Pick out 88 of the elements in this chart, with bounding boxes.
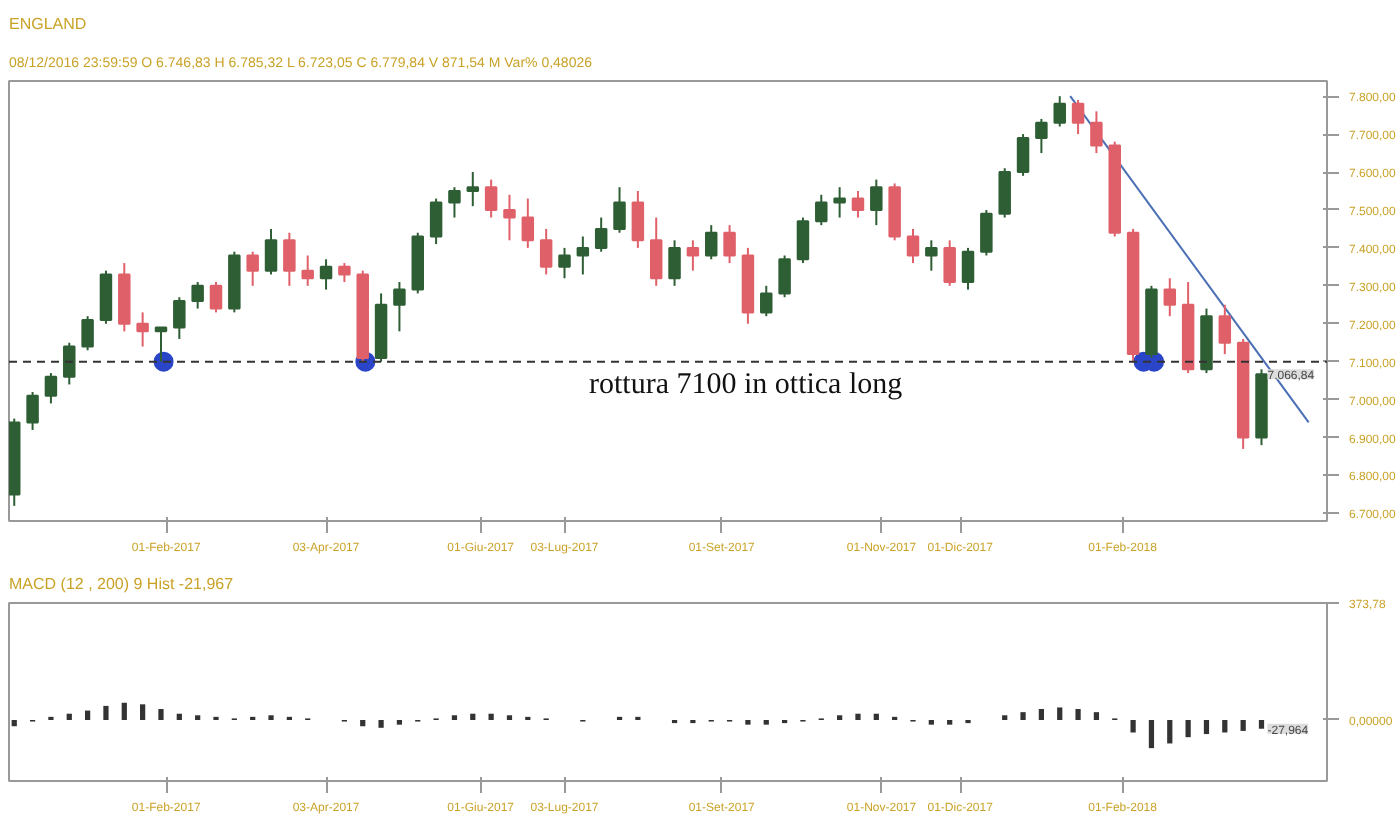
candlestick [136, 311, 149, 348]
candlestick [906, 227, 920, 265]
bar [66, 713, 72, 720]
candlestick [283, 231, 296, 287]
candlestick [686, 239, 700, 272]
bar [1148, 719, 1155, 749]
bar [1258, 719, 1265, 729]
candlestick [393, 281, 406, 333]
bar [1020, 712, 1026, 720]
candlestick [301, 254, 314, 287]
candlestick [173, 296, 186, 340]
candlestick [1163, 277, 1177, 318]
candlestick [466, 171, 480, 208]
candlestick [1016, 133, 1030, 177]
candlestick [649, 216, 663, 287]
candlestick [576, 235, 590, 276]
bar [103, 705, 109, 720]
bar [1038, 709, 1045, 720]
candlestick [558, 246, 571, 280]
candlestick [44, 372, 58, 405]
bar [1185, 719, 1191, 738]
bar [855, 713, 861, 720]
candlestick [26, 391, 39, 431]
candlestick [81, 315, 94, 352]
bar [1240, 719, 1246, 731]
candlestick [539, 227, 553, 276]
candlestick [796, 216, 810, 265]
bar [763, 719, 769, 725]
candlestick [815, 193, 828, 227]
bar [470, 713, 476, 720]
candlestick [943, 239, 956, 287]
candlestick [521, 197, 535, 249]
candlestick [870, 178, 883, 227]
candlestick [209, 281, 223, 314]
candlestick [338, 262, 351, 284]
candlestick [1035, 117, 1048, 155]
candlestick [264, 227, 278, 276]
candlestick [99, 269, 113, 325]
chart-title: ENGLAND [9, 15, 87, 33]
chart-title: MACD (12 , 200) 9 Hist -21,967 [9, 575, 235, 593]
candlestick [925, 239, 938, 272]
candlestick [319, 258, 333, 291]
bar [1093, 712, 1100, 720]
candlestick [723, 224, 736, 265]
candlestick [1053, 95, 1066, 128]
bar [1075, 709, 1081, 720]
candlestick [63, 341, 76, 386]
candlestick [704, 224, 718, 261]
candlestick [998, 167, 1011, 219]
candlestick [631, 190, 645, 249]
candlestick [760, 284, 773, 318]
bar [745, 719, 751, 725]
bar [488, 713, 494, 720]
candlestick [191, 281, 204, 310]
candlestick [613, 186, 626, 234]
candlestick [1090, 110, 1103, 155]
bar [1167, 719, 1173, 744]
bar [140, 704, 146, 720]
bar [158, 709, 164, 720]
bar [1130, 719, 1136, 733]
candlestick [851, 190, 865, 219]
candlestick [778, 254, 791, 299]
candlestick [1071, 98, 1085, 136]
annotation: rottura 7100 in ottica long [589, 369, 904, 401]
bar [928, 719, 934, 725]
candlestick [668, 239, 681, 287]
bar [396, 719, 403, 725]
bar [360, 719, 366, 727]
bar [11, 719, 17, 727]
candlestick [503, 193, 516, 242]
bar [121, 702, 127, 720]
bar [1057, 707, 1063, 720]
candlestick [594, 216, 608, 253]
bar [378, 719, 384, 728]
candlestick [833, 186, 846, 219]
bar [1222, 719, 1228, 733]
bar [873, 713, 879, 720]
candlestick [448, 186, 461, 219]
bar [947, 719, 953, 725]
candlestick [484, 178, 498, 219]
candlestick [429, 197, 443, 246]
bar [176, 713, 182, 720]
bar [84, 710, 91, 720]
candlestick [980, 208, 993, 257]
bar [1203, 719, 1210, 735]
candlestick [1218, 303, 1232, 356]
candlestick [246, 250, 259, 287]
candlestick [961, 246, 975, 291]
